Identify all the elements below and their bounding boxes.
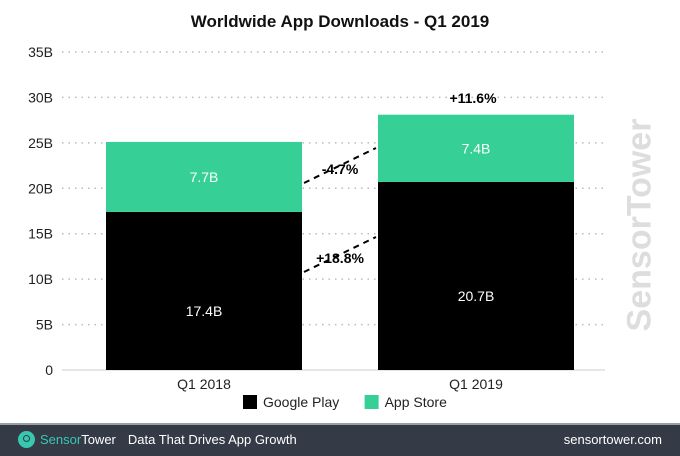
sensortower-icon [18,431,35,448]
legend-swatch [243,395,257,409]
y-tick-label: 10B [28,271,53,287]
x-tick-label: Q1 2019 [449,376,503,392]
y-tick-label: 5B [36,317,53,333]
annotation-google-play-growth: +18.8% [316,250,364,266]
y-tick-label: 25B [28,135,53,151]
y-tick-label: 15B [28,226,53,242]
bar-app-store [106,141,302,212]
brand-sensor: Sensor [40,432,82,447]
y-tick-label: 35B [28,44,53,60]
footer-url[interactable]: sensortower.com [563,432,662,447]
sensortower-logo[interactable]: Sensor Tower Data That Drives App Growth [18,431,297,448]
y-tick-label: 0 [45,362,53,378]
bar-data-label: 7.7B [190,169,219,185]
y-tick-label: 30B [28,89,53,105]
bar-data-label: 20.7B [458,288,495,304]
bar-google-play [106,211,302,370]
bar-data-label: 7.4B [462,140,491,156]
connector-app-store [303,147,377,184]
bar-google-play [378,181,574,370]
chart: 0 5B 10B 15B 20B 25B 30B 35B 17.4B 7.7B Q1 2018 20.… [28,44,605,410]
x-tick-label: Q1 2018 [177,376,231,392]
legend-swatch [364,395,379,409]
tagline: Data That Drives App Growth [127,432,297,447]
bar-app-store [378,114,574,182]
y-tick-label: 20B [28,180,53,196]
legend-label: Google Play [263,394,339,410]
connector-google-play [303,236,377,273]
legend-label: App Store [385,394,447,410]
brand-tower: Tower [81,432,116,447]
bar-data-label: 17.4B [186,303,223,319]
chart-title: Worldwide App Downloads - Q1 2019 [190,12,490,31]
annotation-total-growth: +11.6% [449,90,497,106]
annotation-app-store-growth: -4.7% [322,161,359,177]
footer: Sensor Tower Data That Drives App Growth … [0,423,680,456]
